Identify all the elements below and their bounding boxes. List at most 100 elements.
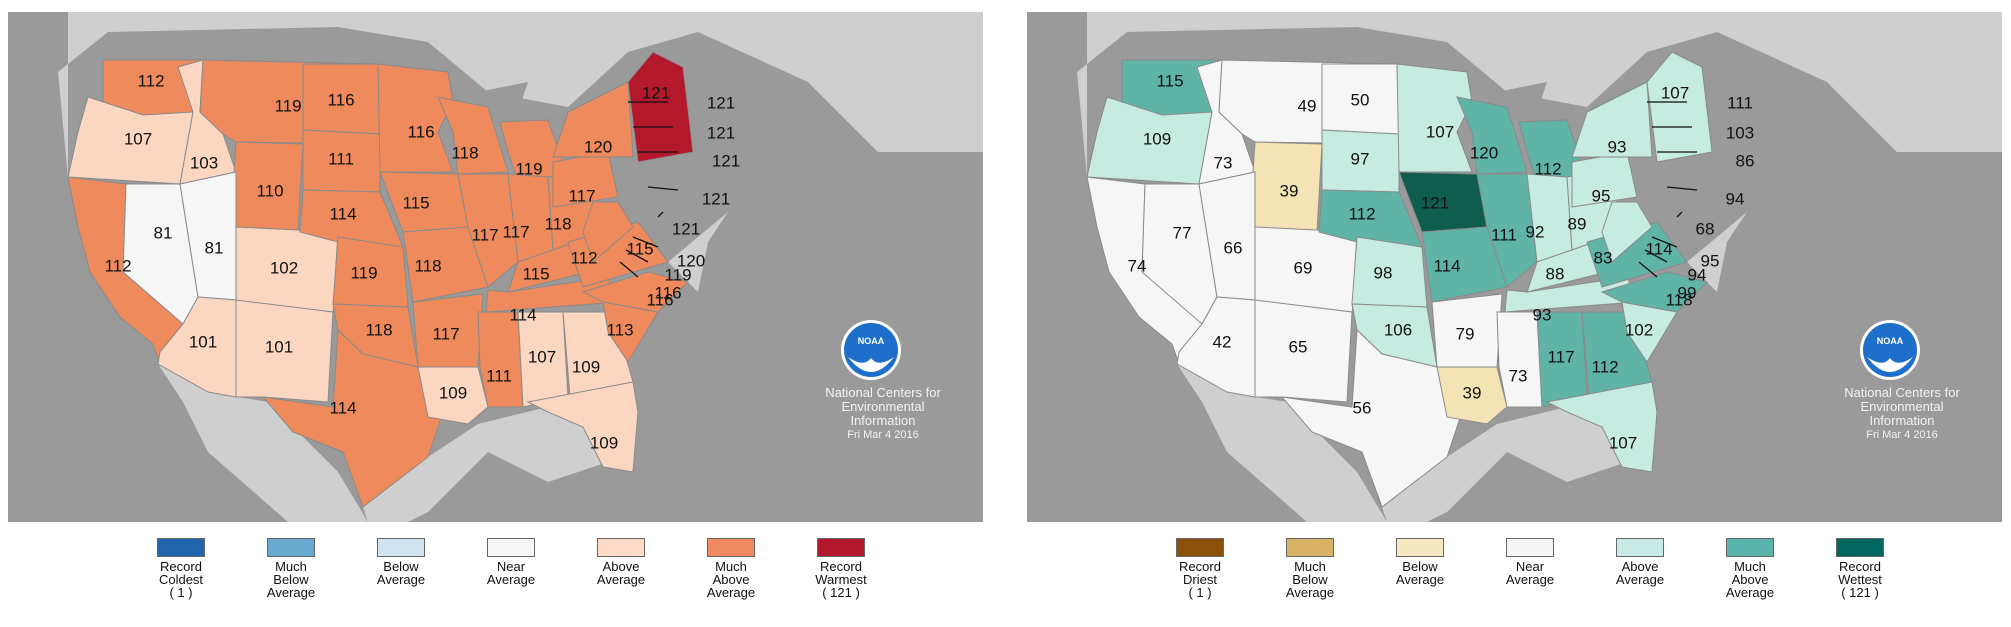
precipitation-rank-label-ga: 112 xyxy=(1591,357,1618,376)
precipitation-rank-label-ne: 112 xyxy=(1348,204,1375,223)
credit-line-2: Environmental xyxy=(1860,399,1944,414)
temperature-legend-label-5-1: Above xyxy=(712,572,750,587)
temperature-legend-label-6-0: Record xyxy=(820,559,862,574)
temperature-callout-line-3 xyxy=(647,186,679,191)
temperature-rank-label-id: 103 xyxy=(190,153,218,172)
precipitation-legend-label-0-1: Driest xyxy=(1183,572,1217,587)
precipitation-rank-label-la: 39 xyxy=(1463,383,1482,402)
temperature-callout-label-3: 121 xyxy=(702,189,730,208)
precipitation-callout-line-3 xyxy=(1666,186,1698,191)
temperature-landmass-3 xyxy=(668,212,728,292)
precipitation-rank-label-nc: 118 xyxy=(1665,290,1692,309)
precipitation-legend-swatch-2 xyxy=(1396,538,1444,557)
precipitation-legend-label-5-0: Much xyxy=(1734,559,1766,574)
temperature-rank-label-sd: 111 xyxy=(328,149,354,168)
precipitation-legend-label-1-0: Much xyxy=(1294,559,1326,574)
precipitation-legend-swatch-5 xyxy=(1726,538,1774,557)
precipitation-state-ms xyxy=(1496,311,1543,408)
precipitation-rank-label-sc: 102 xyxy=(1625,320,1653,339)
temperature-map-panel: 112 107 112 103 81 119 110 81 102 101 101 116 111 114… xyxy=(8,12,983,615)
temperature-rank-label-fl: 109 xyxy=(590,433,618,452)
precipitation-legend-swatch-6 xyxy=(1836,538,1884,557)
temperature-state-wv xyxy=(582,201,634,263)
precipitation-legend-label-6-1: Wettest xyxy=(1838,572,1882,587)
credit-line-3: Information xyxy=(850,413,916,428)
precipitation-legend-label-4-0: Above xyxy=(1621,559,1659,574)
precipitation-legend-label-1-2: Average xyxy=(1285,585,1335,600)
temperature-state-ny xyxy=(552,81,634,158)
precipitation-state-az xyxy=(1176,296,1256,398)
precipitation-legend-label-4-1: Average xyxy=(1615,572,1665,587)
temperature-legend-label-3-0: Near xyxy=(496,559,526,574)
temperature-legend-label-6-2: ( 121 ) xyxy=(822,585,860,600)
temperature-rank-label-ne-region: 121 xyxy=(642,83,670,102)
temperature-legend-label-0-0: Record xyxy=(160,559,202,574)
precipitation-legend-item-6: Record Wettest( 121 ) xyxy=(1805,538,1915,599)
temperature-rank-label-mt: 119 xyxy=(274,96,301,115)
temperature-rank-label-al: 107 xyxy=(528,347,556,366)
temperature-callout-label-6: 119 xyxy=(664,265,691,284)
precipitation-callout-line-5 xyxy=(1651,236,1678,248)
credit-date: Fri Mar 4 2016 xyxy=(1866,429,1938,441)
temperature-rank-label-ar: 117 xyxy=(432,324,459,343)
temperature-landmass-2 xyxy=(363,402,608,522)
precipitation-rank-label-tn: 93 xyxy=(1533,305,1552,324)
precipitation-legend-label-5-1: Above xyxy=(1731,572,1769,587)
temperature-rank-label-mo: 118 xyxy=(414,256,441,275)
temperature-rank-label-ny: 120 xyxy=(584,137,612,156)
temperature-state-nm xyxy=(235,299,334,403)
temperature-legend-swatch-5 xyxy=(707,538,755,557)
precipitation-callout-line-6 xyxy=(1644,249,1668,263)
precipitation-landmass-2 xyxy=(1382,402,1627,522)
temperature-rank-label-or: 107 xyxy=(124,129,152,148)
precipitation-rank-label-ky: 88 xyxy=(1546,264,1565,283)
temperature-state-az xyxy=(157,296,237,398)
temperature-rank-label-tn: 114 xyxy=(509,305,536,324)
temperature-legend-label-5-0: Much xyxy=(715,559,747,574)
noaa-logo-text: NOAA xyxy=(858,336,885,346)
precipitation-rank-label-mi: 112 xyxy=(1534,159,1561,178)
temperature-map-svg: 112 107 112 103 81 119 110 81 102 101 101 116 111 114… xyxy=(58,12,983,522)
temperature-state-fl xyxy=(526,381,639,473)
temperature-legend-swatch-3 xyxy=(487,538,535,557)
temperature-rank-label-nc: 116 xyxy=(646,290,673,309)
temperature-rank-label-ca: 112 xyxy=(104,256,131,275)
temperature-landmass-1 xyxy=(158,364,368,522)
precipitation-callout-label-6: 94 xyxy=(1688,265,1707,284)
precipitation-rank-label-al: 117 xyxy=(1547,347,1574,366)
precipitation-callout-label-2: 86 xyxy=(1736,151,1755,170)
precipitation-callout-label-5: 95 xyxy=(1701,251,1720,270)
temperature-state-il xyxy=(457,173,519,288)
temperature-legend-label-0-1: Coldest xyxy=(158,572,204,587)
temperature-state-ne-region xyxy=(627,51,694,163)
temperature-legend-label-1-2: Average xyxy=(266,585,316,600)
precipitation-legend-item-3: Near Average xyxy=(1475,538,1585,586)
temperature-callout-label-7: 116 xyxy=(654,283,681,302)
temperature-state-tx xyxy=(261,328,444,508)
temperature-legend-swatch-4 xyxy=(597,538,645,557)
precipitation-state-mn xyxy=(1396,63,1473,173)
precipitation-map-panel: 115 109 74 73 77 49 39 66 69 42 65 50 97 112 98 106 56 10… xyxy=(1027,12,2002,615)
temperature-rank-label-nd: 116 xyxy=(327,90,354,109)
credit-line-1: National Centers for xyxy=(825,385,941,400)
temperature-rank-label-wa: 112 xyxy=(137,71,164,90)
temperature-state-la xyxy=(417,366,489,425)
temperature-rank-label-oh: 118 xyxy=(544,214,571,233)
precipitation-state-wv xyxy=(1601,201,1653,263)
precipitation-legend-label-3-1: Average xyxy=(1505,572,1555,587)
noaa-credit: National Centers for Environmental Infor… xyxy=(788,386,978,442)
precipitation-rank-label-ca: 74 xyxy=(1128,256,1147,275)
precipitation-rank-label-id: 73 xyxy=(1214,153,1233,172)
temperature-callout-line-7 xyxy=(619,261,639,278)
precipitation-legend-item-5: Much Above Average xyxy=(1695,538,1805,599)
precipitation-callout-label-0: 111 xyxy=(1727,93,1753,112)
temperature-rank-label-wi: 118 xyxy=(451,143,478,162)
precipitation-legend-label-6-2: ( 121 ) xyxy=(1841,585,1879,600)
precipitation-state-tx xyxy=(1280,328,1463,508)
precipitation-state-la xyxy=(1436,366,1508,425)
temperature-legend-swatch-0 xyxy=(157,538,205,557)
precipitation-rank-label-fl: 107 xyxy=(1609,433,1637,452)
precipitation-legend-item-2: Below Average xyxy=(1365,538,1475,586)
precipitation-state-wi xyxy=(1456,96,1528,175)
precipitation-rank-label-mo: 114 xyxy=(1433,256,1460,275)
